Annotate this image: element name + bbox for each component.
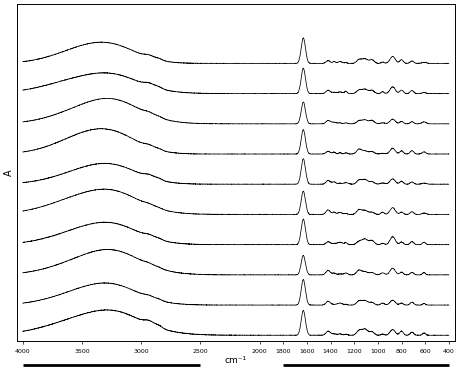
X-axis label: cm⁻¹: cm⁻¹ (224, 356, 246, 365)
Y-axis label: A: A (4, 169, 14, 176)
